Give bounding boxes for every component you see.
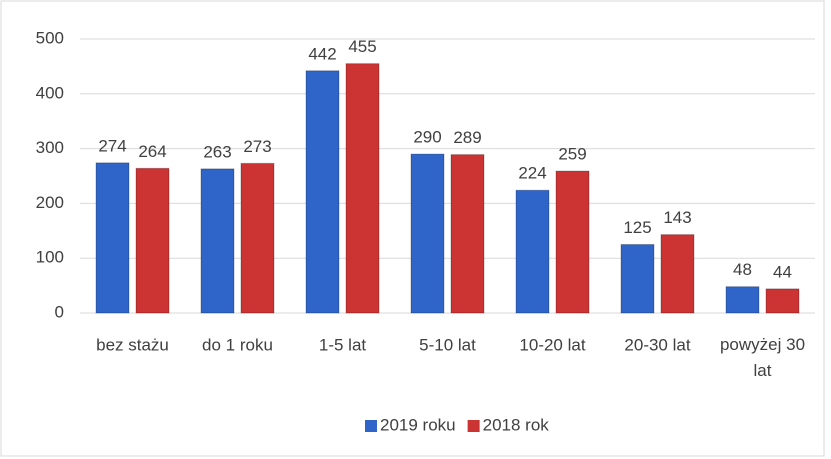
bar (555, 170, 590, 314)
bar (200, 168, 235, 314)
legend-label: 2018 rok (483, 415, 550, 434)
value-label: 224 (518, 164, 546, 183)
bar (410, 153, 445, 314)
y-tick-label: 400 (36, 83, 64, 102)
bar (515, 189, 550, 314)
value-label: 48 (733, 260, 752, 279)
value-label: 143 (663, 208, 691, 227)
legend-label: 2019 roku (380, 415, 456, 434)
value-label: 289 (453, 128, 481, 147)
value-label: 259 (558, 145, 586, 164)
value-label: 455 (348, 37, 376, 56)
bar (620, 244, 655, 314)
label-line: lat (754, 361, 772, 380)
x-tick-label: do 1 roku (202, 335, 273, 354)
x-tick-label: 20-30 lat (624, 335, 690, 354)
x-tick-label: bez stażu (96, 335, 169, 354)
value-label: 274 (98, 136, 126, 155)
x-tick-label: 10-20 lat (519, 335, 585, 354)
bar (345, 63, 380, 314)
value-label: 125 (623, 218, 651, 237)
value-label: 263 (203, 142, 231, 161)
y-tick-label: 300 (36, 138, 64, 157)
y-tick-label: 0 (55, 302, 64, 321)
y-tick-label: 200 (36, 193, 64, 212)
bar (305, 70, 340, 314)
y-tick-label: 500 (36, 28, 64, 47)
value-label: 442 (308, 44, 336, 63)
value-label: 290 (413, 128, 441, 147)
value-label: 264 (138, 142, 166, 161)
x-tick-label: powyżej 30 lat (720, 335, 805, 380)
legend-swatch (365, 420, 377, 432)
bar (135, 167, 170, 314)
bar (95, 162, 130, 314)
x-tick-label: 5-10 lat (419, 335, 476, 354)
bar (450, 154, 485, 314)
bar (725, 286, 760, 314)
value-label: 273 (243, 137, 271, 156)
value-label: 44 (773, 262, 792, 281)
legend-swatch (467, 420, 480, 432)
bar (660, 234, 695, 314)
x-tick-label: 1-5 lat (319, 335, 367, 354)
bar (765, 288, 800, 314)
y-tick-label: 100 (36, 248, 64, 267)
bar (240, 162, 275, 314)
label-line: powyżej 30 (720, 335, 805, 354)
